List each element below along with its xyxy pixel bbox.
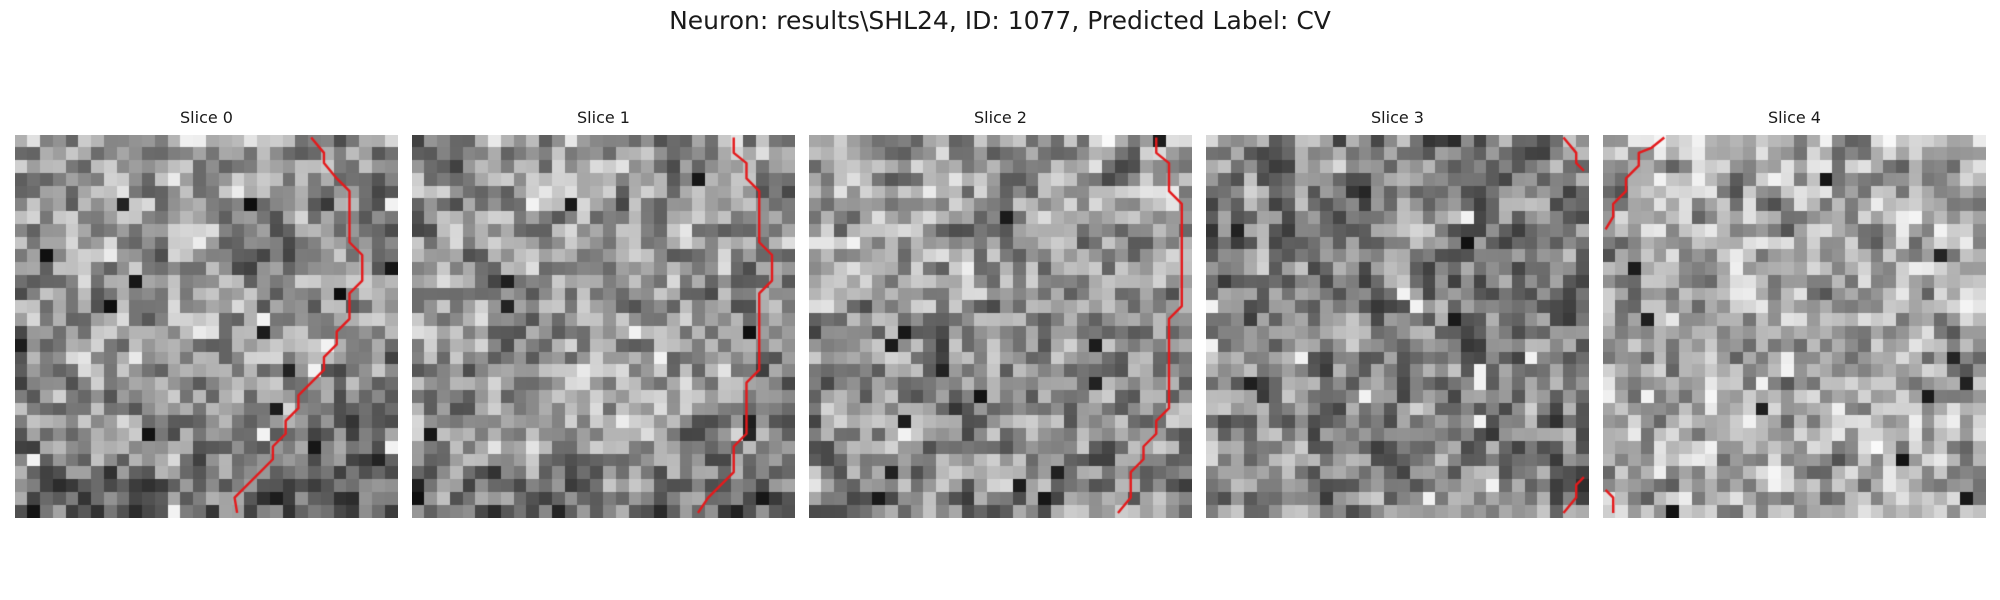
slice-image-0 [15, 135, 398, 518]
slice-panel-3: Slice 3 [1206, 108, 1589, 518]
slice-title-3: Slice 3 [1371, 108, 1424, 127]
slice-panel-0: Slice 0 [15, 108, 398, 518]
slice-panel-1: Slice 1 [412, 108, 795, 518]
slice-title-4: Slice 4 [1768, 108, 1821, 127]
slice-panel-2: Slice 2 [809, 108, 1192, 518]
slice-image-3 [1206, 135, 1589, 518]
slice-title-0: Slice 0 [180, 108, 233, 127]
slice-title-2: Slice 2 [974, 108, 1027, 127]
slice-image-1 [412, 135, 795, 518]
slice-panel-4: Slice 4 [1603, 108, 1986, 518]
slice-title-1: Slice 1 [577, 108, 630, 127]
slice-image-2 [809, 135, 1192, 518]
slice-image-4 [1603, 135, 1986, 518]
figure-title: Neuron: results\SHL24, ID: 1077, Predict… [669, 6, 1331, 35]
